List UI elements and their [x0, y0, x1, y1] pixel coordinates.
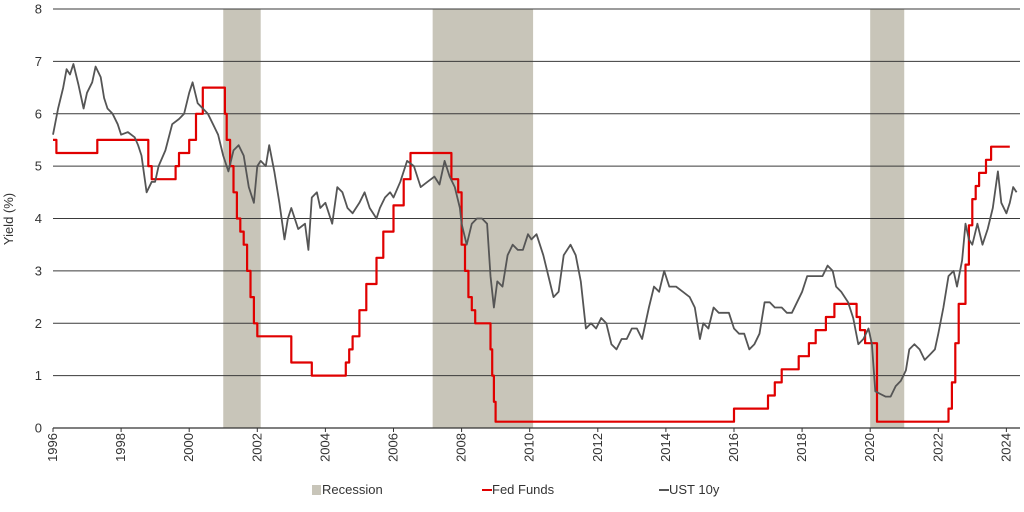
y-tick-label: 3: [35, 263, 42, 278]
series-line-ust-10y: [52, 63, 1018, 398]
y-tick-label: 2: [35, 316, 42, 331]
x-tick-label: 1998: [113, 433, 128, 462]
x-tick-label: 2008: [454, 433, 469, 462]
x-tick-label: 2022: [930, 433, 945, 462]
x-tick-label: 2002: [249, 433, 264, 462]
x-tick-label: 2006: [385, 433, 400, 462]
x-tick-label: 1996: [45, 433, 60, 462]
legend-swatch-recession: [312, 485, 321, 495]
x-tick-label: 2012: [590, 433, 605, 462]
x-tick-label: 2010: [522, 433, 537, 462]
y-axis-title: Yield (%): [1, 193, 16, 245]
x-tick-label: 2024: [998, 433, 1013, 462]
y-tick-label: 7: [35, 54, 42, 69]
y-tick-label: 5: [35, 159, 42, 174]
legend-label-recession: Recession: [322, 482, 383, 497]
series-lines: [52, 63, 1018, 423]
x-tick-label: 2020: [862, 433, 877, 462]
y-tick-label: 0: [35, 421, 42, 436]
y-tick-label: 8: [35, 2, 42, 17]
series-line-fed-funds: [53, 86, 1010, 423]
y-tick-label: 4: [35, 211, 42, 226]
legend: Recession Fed Funds UST 10y: [312, 482, 720, 497]
gridlines: [53, 8, 1020, 429]
y-tick-label: 6: [35, 106, 42, 121]
x-tick-label: 2016: [726, 433, 741, 462]
x-tick-label: 2000: [181, 433, 196, 462]
x-tick-label: 2018: [794, 433, 809, 462]
legend-label-ust-10y: UST 10y: [669, 482, 720, 497]
axes: 0 1 2 3 4 5 6 7 8 1996 1998 2000 2002 2004 2006 2008 201…: [35, 2, 1014, 462]
legend-label-fed-funds: Fed Funds: [492, 482, 555, 497]
x-tick-label: 2014: [658, 433, 673, 462]
y-tick-label: 1: [35, 368, 42, 383]
x-tick-label: 2004: [317, 433, 332, 462]
